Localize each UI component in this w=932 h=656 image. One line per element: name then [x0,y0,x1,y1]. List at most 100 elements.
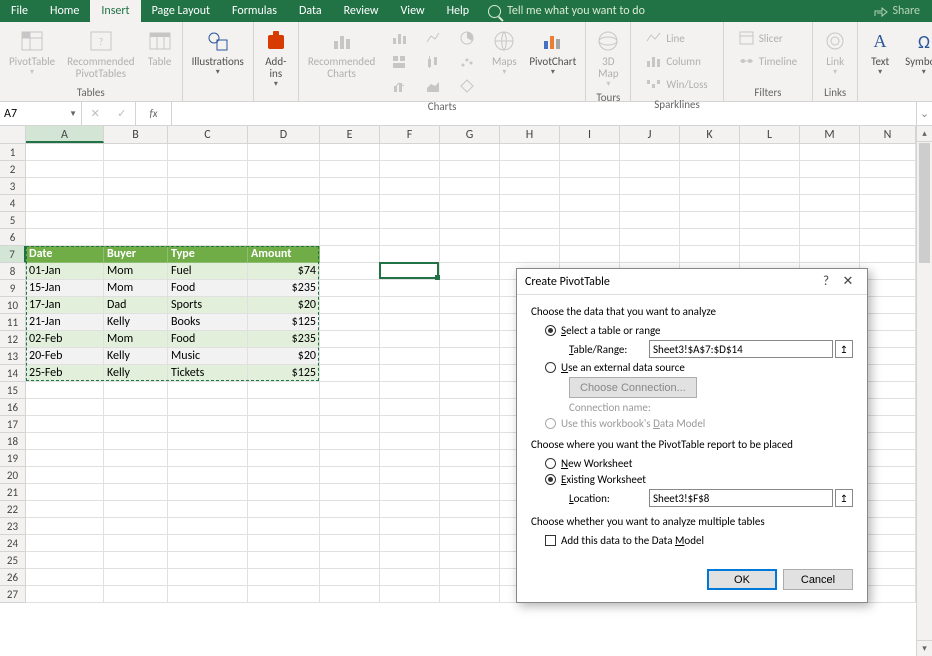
cell[interactable] [104,552,168,569]
cell[interactable] [380,348,440,365]
cell[interactable] [380,195,440,212]
tab-page-layout[interactable]: Page Layout [141,0,221,22]
column-header[interactable]: I [560,126,620,143]
cell[interactable] [860,314,916,331]
column-header[interactable]: J [620,126,680,143]
cell[interactable]: Mom [104,280,168,297]
cell[interactable] [500,195,560,212]
cell[interactable] [860,586,916,603]
row-header[interactable]: 1 [0,144,26,161]
cell[interactable] [104,382,168,399]
cell[interactable]: $125 [248,314,320,331]
enter-icon[interactable]: ✓ [117,107,126,120]
slicer-button[interactable]: Slicer [733,28,803,50]
cell[interactable] [560,195,620,212]
cell[interactable] [380,212,440,229]
opt-new-worksheet[interactable]: New Worksheet [545,457,853,470]
cell[interactable] [740,246,800,263]
cell[interactable] [860,433,916,450]
cell[interactable] [860,331,916,348]
cell[interactable] [168,229,248,246]
cell[interactable] [26,229,104,246]
cell[interactable] [740,212,800,229]
cell[interactable] [800,195,860,212]
cell[interactable] [380,314,440,331]
cell[interactable] [440,501,500,518]
row-header[interactable]: 20 [0,467,26,484]
cell[interactable] [320,195,380,212]
cell[interactable] [680,229,740,246]
cell[interactable] [560,144,620,161]
cell[interactable] [440,484,500,501]
row-header[interactable]: 23 [0,518,26,535]
3dmap-button[interactable]: 3D Map ▾ [589,26,627,91]
cell[interactable] [248,161,320,178]
column-header[interactable]: A [26,126,104,143]
column-header[interactable]: G [440,126,500,143]
cell[interactable] [500,229,560,246]
cell[interactable] [104,535,168,552]
column-header[interactable]: N [860,126,916,143]
cell[interactable] [104,586,168,603]
cell[interactable] [560,161,620,178]
cell[interactable] [26,178,104,195]
cell[interactable] [248,178,320,195]
cell[interactable]: Mom [104,263,168,280]
cell[interactable]: 17-Jan [26,297,104,314]
cell[interactable] [380,229,440,246]
text-button[interactable]: A Text ▾ [861,26,899,79]
row-header[interactable]: 17 [0,416,26,433]
cell[interactable] [26,433,104,450]
cell[interactable] [620,178,680,195]
cell[interactable] [440,297,500,314]
cell[interactable]: Dad [104,297,168,314]
row-header[interactable]: 13 [0,348,26,365]
cell[interactable] [320,382,380,399]
chart-combo-icon[interactable] [385,76,413,98]
cell[interactable]: 20-Feb [26,348,104,365]
cell[interactable] [380,552,440,569]
cell[interactable]: Kelly [104,365,168,382]
cell[interactable]: Fuel [168,263,248,280]
cell[interactable] [620,161,680,178]
cell[interactable] [248,518,320,535]
cell[interactable] [320,586,380,603]
cell[interactable] [26,399,104,416]
cell[interactable]: Sports [168,297,248,314]
row-header[interactable]: 11 [0,314,26,331]
cell[interactable] [104,212,168,229]
cell[interactable] [26,195,104,212]
cell[interactable] [440,552,500,569]
cell[interactable] [168,501,248,518]
tab-review[interactable]: Review [333,0,390,22]
cell[interactable] [320,450,380,467]
column-header[interactable]: L [740,126,800,143]
cell[interactable] [380,467,440,484]
cell[interactable] [500,161,560,178]
cell[interactable] [248,144,320,161]
cell[interactable] [680,246,740,263]
scroll-thumb[interactable] [919,143,930,263]
close-button[interactable]: ✕ [837,274,859,289]
cell[interactable] [168,161,248,178]
cell[interactable] [380,246,440,263]
cell[interactable] [104,518,168,535]
cell[interactable] [168,535,248,552]
formula-input[interactable] [172,102,916,125]
cell[interactable] [860,518,916,535]
cell[interactable] [320,246,380,263]
column-header[interactable]: F [380,126,440,143]
row-header[interactable]: 19 [0,450,26,467]
cell[interactable] [380,263,440,280]
cell[interactable] [680,144,740,161]
cell[interactable] [26,382,104,399]
cell[interactable] [104,229,168,246]
chart-pie-icon[interactable] [453,28,481,50]
sparkline-column-button[interactable]: Column [640,51,713,73]
cell[interactable] [440,161,500,178]
cell[interactable] [26,450,104,467]
cell[interactable] [380,382,440,399]
cell[interactable] [104,161,168,178]
cell[interactable] [440,280,500,297]
row-header[interactable]: 14 [0,365,26,382]
